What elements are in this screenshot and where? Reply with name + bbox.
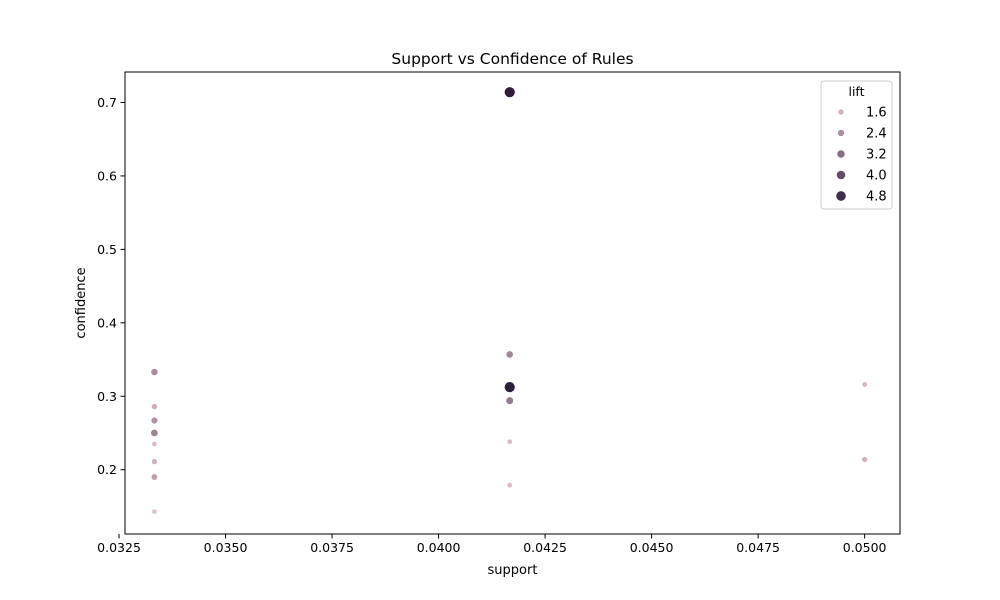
y-tick-label: 0.3 <box>97 389 117 404</box>
data-point <box>152 509 157 514</box>
legend-marker <box>836 191 846 201</box>
x-tick-label: 0.0400 <box>417 540 461 555</box>
legend-label: 4.0 <box>866 169 887 184</box>
x-tick-label: 0.0350 <box>204 540 248 555</box>
x-tick-label: 0.0475 <box>736 540 780 555</box>
legend: lift 1.6 2.4 3.2 4.0 4.8 <box>820 80 893 210</box>
legend-label: 4.8 <box>866 190 887 205</box>
y-tick-label: 0.5 <box>97 242 117 257</box>
y-tick-label: 0.6 <box>97 168 117 183</box>
data-point <box>151 429 158 437</box>
legend-marker <box>836 170 846 180</box>
data-point <box>151 459 158 465</box>
data-point <box>862 382 868 388</box>
y-axis-label: confidence <box>74 267 89 338</box>
data-point <box>507 439 513 445</box>
legend-marker <box>837 129 845 137</box>
legend-marker <box>838 109 844 115</box>
x-tick-label: 0.0450 <box>630 540 674 555</box>
data-point <box>506 397 514 405</box>
x-axis-ticks: 0.0325 0.0350 0.0375 0.0400 0.0425 0.0450 0.04… <box>97 534 887 555</box>
legend-marker <box>837 150 845 158</box>
data-point <box>504 382 515 393</box>
data-point <box>151 403 158 410</box>
y-axis-ticks: 0.2 0.3 0.4 0.5 0.6 0.7 <box>97 95 125 477</box>
data-point <box>507 482 513 488</box>
legend-entries: 1.6 2.4 3.2 4.0 4.8 <box>836 106 887 205</box>
data-point <box>151 417 158 424</box>
data-point <box>151 441 157 447</box>
y-tick-label: 0.7 <box>97 95 117 110</box>
x-tick-label: 0.0500 <box>843 540 887 555</box>
y-tick-label: 0.4 <box>97 315 117 330</box>
data-points <box>151 87 868 514</box>
x-tick-label: 0.0425 <box>523 540 567 555</box>
plot-frame <box>124 71 901 535</box>
data-point <box>504 87 515 98</box>
y-tick-label: 0.2 <box>97 462 117 477</box>
legend-label: 2.4 <box>866 127 887 142</box>
legend-label: 1.6 <box>866 106 887 121</box>
legend-title: lift <box>848 84 864 99</box>
data-point <box>506 351 514 358</box>
data-point <box>151 474 158 480</box>
data-point <box>151 368 158 376</box>
x-axis-label: support <box>488 563 538 578</box>
chart-title: Support vs Confidence of Rules <box>391 50 633 68</box>
data-point <box>862 456 868 463</box>
legend-label: 3.2 <box>866 148 887 163</box>
x-tick-label: 0.0325 <box>97 540 141 555</box>
x-tick-label: 0.0375 <box>310 540 354 555</box>
